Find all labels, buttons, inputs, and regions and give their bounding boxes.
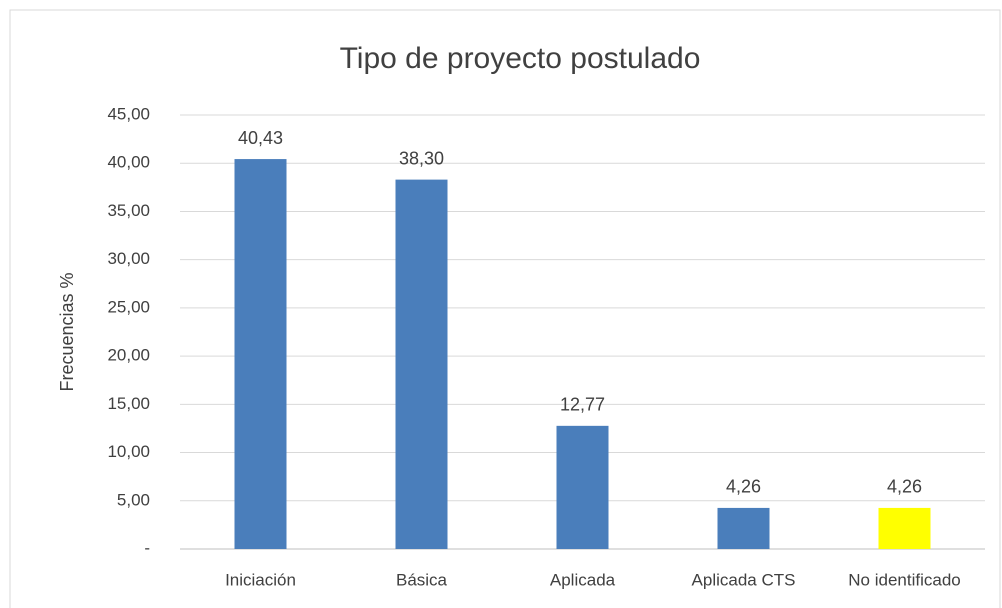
y-tick-label: - [144,538,150,557]
y-tick-label: 15,00 [107,394,150,413]
y-tick-label: 10,00 [107,442,150,461]
x-tick-label: No identificado [848,570,960,589]
data-label: 40,43 [238,128,283,148]
bar [395,179,448,549]
data-label: 4,26 [887,477,922,497]
y-tick-label: 35,00 [107,201,150,220]
data-label: 12,77 [560,395,605,415]
bar [717,507,770,549]
data-label: 38,30 [399,148,444,168]
chart-border [9,9,1001,608]
y-tick-label: 45,00 [107,104,150,123]
x-tick-label: Aplicada CTS [692,570,796,589]
bar [556,425,609,549]
y-axis-label: Frecuencias % [57,272,77,391]
bar [234,159,287,549]
y-tick-label: 25,00 [107,297,150,316]
y-tick-label: 30,00 [107,249,150,268]
bar [878,507,931,549]
chart-title: Tipo de proyecto postulado [340,42,701,75]
x-tick-label: Iniciación [225,570,296,589]
x-tick-label: Aplicada [550,570,616,589]
y-tick-label: 40,00 [107,153,150,172]
data-label: 4,26 [726,477,761,497]
x-tick-label: Básica [396,570,448,589]
y-tick-label: 20,00 [107,346,150,365]
y-tick-label: 5,00 [117,490,150,509]
